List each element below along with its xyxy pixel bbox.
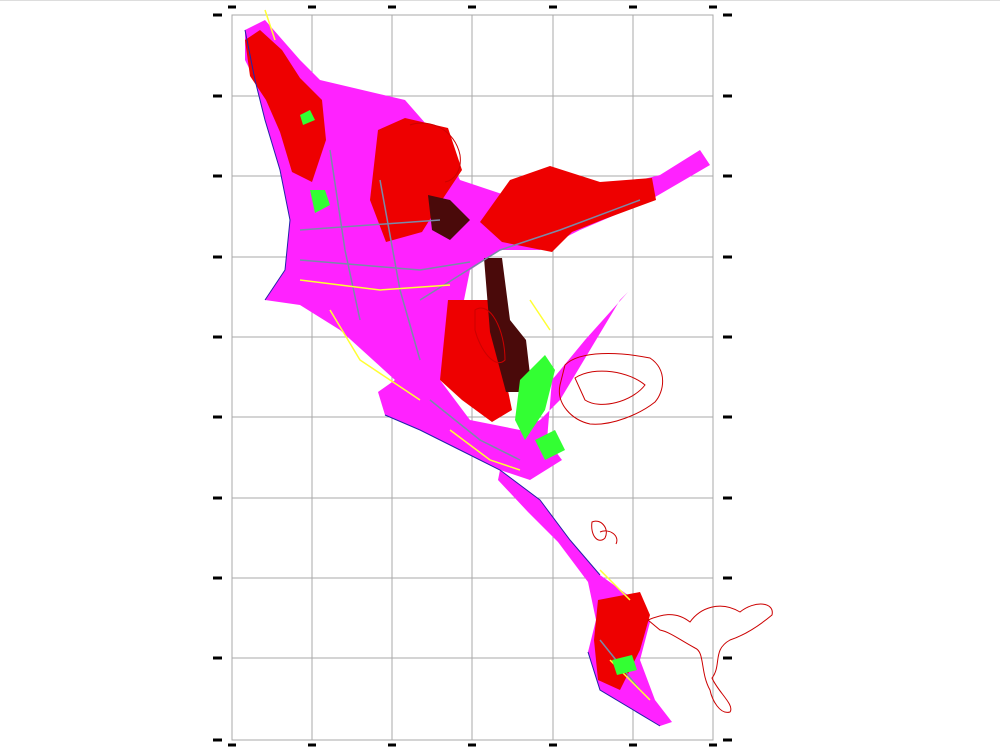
urban-area	[245, 20, 710, 480]
contour-lines	[591, 520, 773, 713]
hills	[245, 30, 326, 182]
main-roads	[264, 9, 651, 701]
dark-zone	[484, 258, 532, 392]
hills	[594, 592, 650, 690]
dark-zone	[428, 195, 470, 240]
contour-lines	[409, 122, 664, 425]
road-network	[299, 149, 641, 691]
tick-marks	[213, 5, 732, 747]
hills	[370, 118, 462, 242]
hills	[480, 166, 656, 252]
coast-line	[244, 29, 661, 727]
map-layers	[244, 9, 773, 727]
